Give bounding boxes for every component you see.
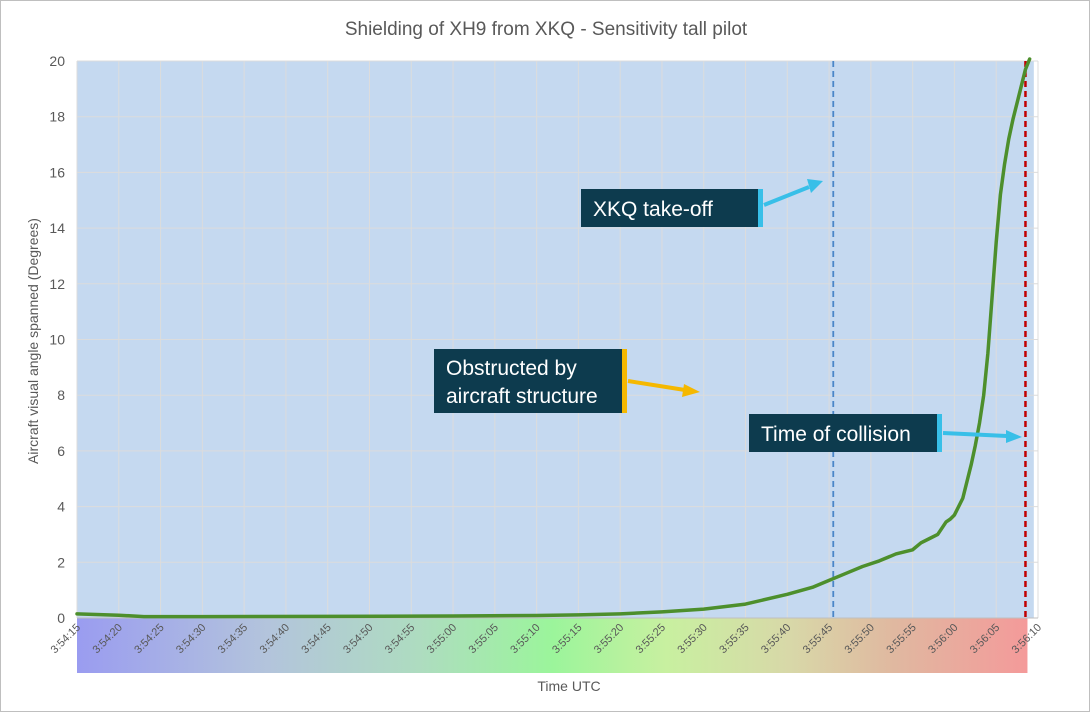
y-tick-label: 20 — [49, 53, 65, 69]
y-tick-label: 8 — [57, 387, 65, 403]
reference-lines — [832, 61, 1027, 618]
annotation-obstructed-line2: aircraft structure — [446, 385, 598, 408]
y-axis-label: Aircraft visual angle spanned (Degrees) — [25, 218, 41, 464]
annotation-obstructed-line1: Obstructed by — [446, 357, 577, 380]
y-tick-label: 6 — [57, 443, 65, 459]
y-tick-label: 14 — [49, 220, 65, 236]
y-tick-label: 18 — [49, 109, 65, 125]
chart-title: Shielding of XH9 from XKQ - Sensitivity … — [345, 19, 748, 40]
y-tick-label: 0 — [57, 610, 65, 626]
y-tick-label: 12 — [49, 276, 65, 292]
annotation-xkq-takeoff-text: XKQ take-off — [593, 198, 713, 221]
y-tick-label: 16 — [49, 164, 65, 180]
annotation-collision: Time of collision — [749, 414, 1022, 452]
series-line — [75, 57, 1032, 619]
annotation-collision-text: Time of collision — [761, 423, 911, 446]
y-axis-ticks: 0 2 4 6 8 10 12 14 16 18 20 — [49, 53, 65, 626]
x-axis-label: Time UTC — [537, 678, 600, 694]
time-color-band — [77, 618, 1028, 673]
y-tick-label: 4 — [57, 499, 65, 515]
annotation-obstructed: Obstructed by aircraft structure — [434, 349, 700, 413]
y-tick-label: 10 — [49, 332, 65, 348]
y-tick-label: 2 — [57, 554, 65, 570]
annotation-xkq-takeoff: XKQ take-off — [581, 179, 823, 227]
